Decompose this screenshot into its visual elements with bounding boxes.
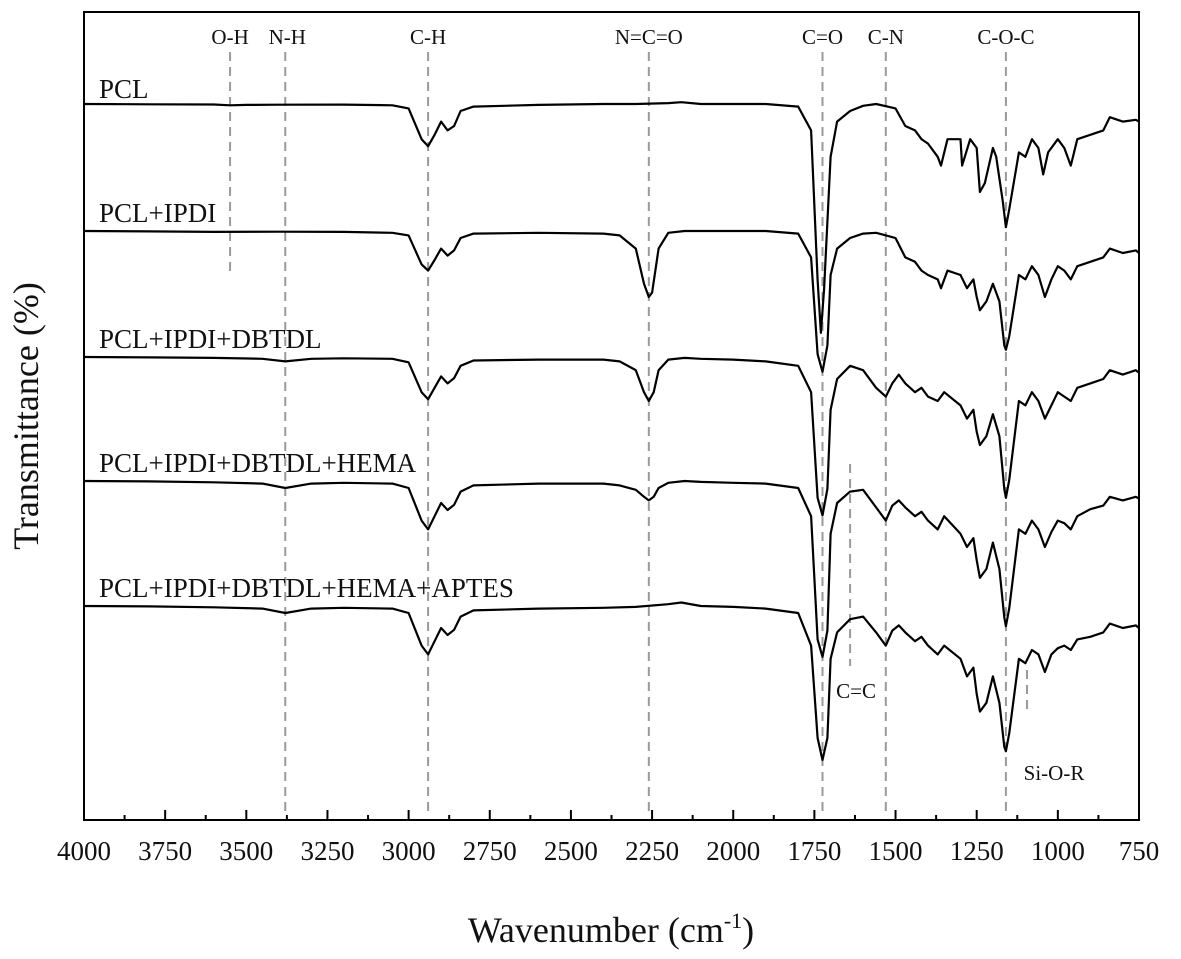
spectrum-line-4 — [83, 479, 1140, 659]
band-labels: O-H N-H C-H N=C=O C=O C-N C-O-C C=C Si-O-R — [211, 25, 1084, 785]
band-label-n-h: N-H — [269, 25, 306, 49]
x-tick-label-1000: 1000 — [1031, 836, 1085, 866]
series-label-3: PCL+IPDI+DBTDL — [99, 324, 321, 354]
band-label-c-o-c: C-O-C — [977, 25, 1034, 49]
x-tick-label-2750: 2750 — [463, 836, 517, 866]
x-tick-label-750: 750 — [1119, 836, 1160, 866]
x-axis-title-superscript: -1 — [724, 908, 742, 933]
spectra-group — [83, 101, 1140, 762]
x-axis-title-suffix: ) — [742, 910, 754, 950]
x-tick-label-1750: 1750 — [787, 836, 841, 866]
y-axis-title: Transmittance (%) — [6, 282, 46, 550]
series-label-2: PCL+IPDI — [99, 198, 216, 228]
x-tick-label-3250: 3250 — [300, 836, 354, 866]
spectrum-line-1 — [83, 101, 1140, 334]
x-tick-label-2250: 2250 — [625, 836, 679, 866]
x-tick-label-1250: 1250 — [950, 836, 1004, 866]
series-label-5: PCL+IPDI+DBTDL+HEMA+APTES — [99, 573, 514, 603]
x-tick-label-3500: 3500 — [219, 836, 273, 866]
x-axis-title-main: Wavenumber (cm — [468, 910, 724, 950]
x-tick-label-1500: 1500 — [869, 836, 923, 866]
band-label-n-c-o: N=C=O — [615, 25, 683, 49]
x-tick-label-3750: 3750 — [138, 836, 192, 866]
x-tick-label-2500: 2500 — [544, 836, 598, 866]
x-axis: 4000 3750 3500 3250 3000 2750 2500 2250 2000 1750… — [57, 810, 1159, 866]
plot-frame — [83, 11, 1140, 821]
spectrum-line-3 — [83, 355, 1140, 517]
series-label-1: PCL — [99, 74, 149, 104]
band-label-c-n: C-N — [868, 25, 904, 49]
x-tick-label-2000: 2000 — [706, 836, 760, 866]
spectrum-line-5 — [83, 601, 1140, 762]
band-label-o-h: O-H — [211, 25, 248, 49]
band-label-c-h: C-H — [410, 25, 446, 49]
band-label-si-o-r: Si-O-R — [1024, 761, 1085, 785]
x-tick-label-4000: 4000 — [57, 836, 111, 866]
band-label-c-c: C=C — [836, 679, 876, 703]
series-label-4: PCL+IPDI+DBTDL+HEMA — [99, 448, 417, 478]
band-annotation-lines — [229, 52, 1029, 816]
band-label-c-o: C=O — [802, 25, 843, 49]
x-axis-title: Wavenumber (cm-1) — [468, 908, 754, 950]
spectrum-line-2 — [83, 229, 1140, 373]
x-tick-label-3000: 3000 — [382, 836, 436, 866]
series-labels: PCL PCL+IPDI PCL+IPDI+DBTDL PCL+IPDI+DBTDL+… — [99, 74, 514, 603]
